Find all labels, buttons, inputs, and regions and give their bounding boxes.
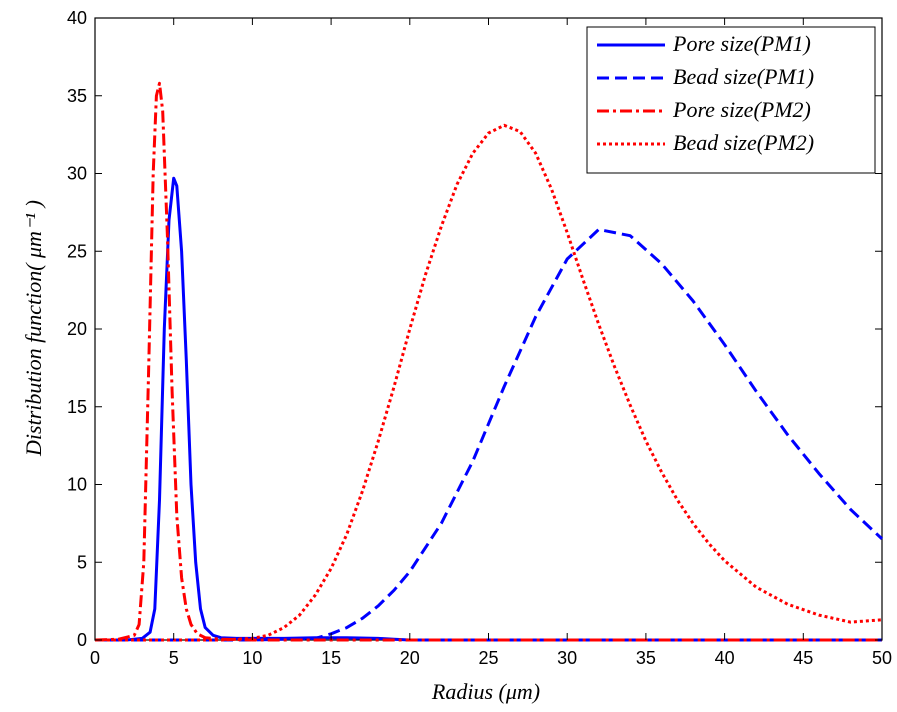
y-tick-label: 5 xyxy=(77,552,87,572)
x-tick-label: 50 xyxy=(872,648,892,668)
series-line-bead-size-pm2 xyxy=(95,123,883,642)
legend-label: Bead size(PM1) xyxy=(673,64,814,89)
series-line-pore-size-pm2 xyxy=(94,81,882,642)
x-axis-label: Radius (μm) xyxy=(431,679,540,704)
y-tick-label: 20 xyxy=(67,319,87,339)
x-tick-label: 30 xyxy=(557,648,577,668)
legend-label: Pore size(PM2) xyxy=(672,97,811,122)
y-tick-label: 40 xyxy=(67,8,87,28)
y-tick-label: 10 xyxy=(67,475,87,495)
x-tick-label: 0 xyxy=(90,648,100,668)
y-tick-label: 0 xyxy=(77,630,87,650)
y-tick-label: 25 xyxy=(67,241,87,261)
legend-label: Pore size(PM1) xyxy=(672,31,811,56)
y-axis-label: Distribution function( μm⁻¹ ) xyxy=(21,200,46,457)
y-tick-label: 15 xyxy=(67,397,87,417)
x-tick-label: 25 xyxy=(478,648,498,668)
ticks-layer: 0 5 10 15 20 25 30 35 40 45 50 0 5 10 15 20 25 30 35 40 xyxy=(67,8,892,668)
x-tick-label: 40 xyxy=(715,648,735,668)
x-tick-label: 20 xyxy=(400,648,420,668)
x-tick-label: 35 xyxy=(636,648,656,668)
x-tick-label: 5 xyxy=(169,648,179,668)
y-tick-label: 30 xyxy=(67,164,87,184)
series-layer xyxy=(94,81,884,642)
x-tick-label: 45 xyxy=(793,648,813,668)
x-tick-label: 10 xyxy=(242,648,262,668)
x-tick-label: 15 xyxy=(321,648,341,668)
y-tick-label: 35 xyxy=(67,86,87,106)
legend: Pore size(PM1) Bead size(PM1) Pore size(PM… xyxy=(586,26,876,174)
legend-box xyxy=(586,26,876,174)
series-line-bead-size-pm1 xyxy=(95,228,884,642)
legend-label: Bead size(PM2) xyxy=(673,130,814,155)
